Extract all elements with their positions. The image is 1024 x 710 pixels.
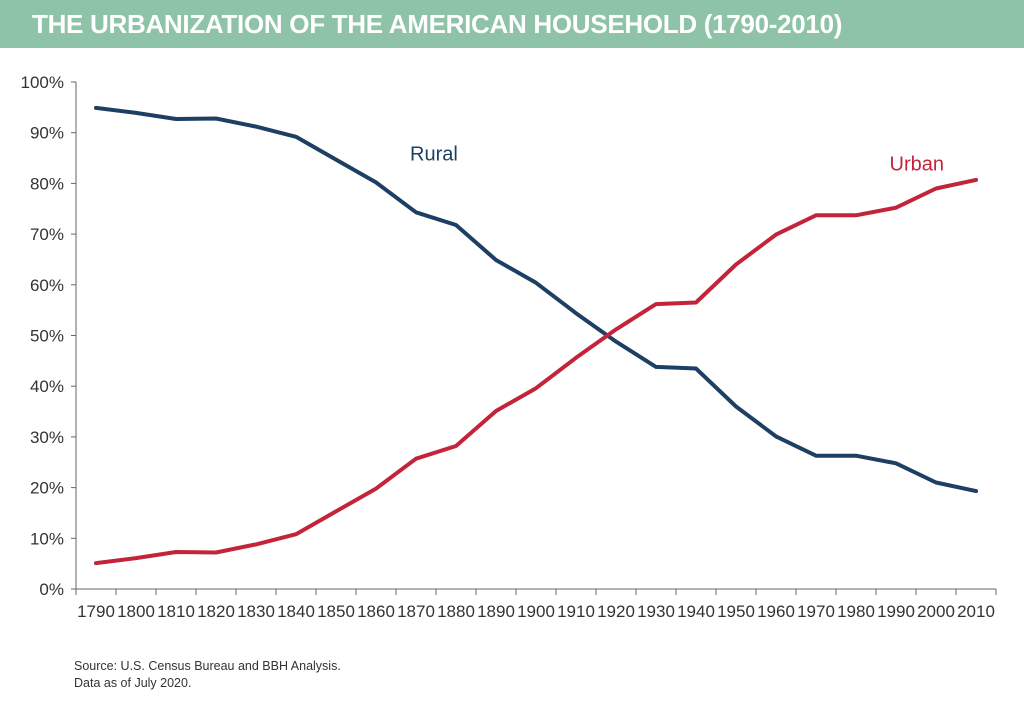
y-tick-label: 60% [30, 276, 64, 295]
series-line-urban [94, 177, 978, 566]
x-tick-label: 1820 [197, 602, 235, 621]
x-tick-label: 1830 [237, 602, 275, 621]
x-tick-label: 1860 [357, 602, 395, 621]
chart-title: THE URBANIZATION OF THE AMERICAN HOUSEHO… [32, 8, 843, 39]
series-lines: Rural Urban [94, 105, 978, 566]
x-tick-label: 1900 [517, 602, 555, 621]
y-tick-label: 20% [30, 479, 64, 498]
x-tick-label: 1880 [437, 602, 475, 621]
x-tick-label: 1870 [397, 602, 435, 621]
series-label-rural: Rural [410, 144, 458, 166]
x-axis: 1790 1800 1810 1820 1830 1840 1850 1860 1870 1880… [75, 588, 997, 621]
x-tick-label: 1950 [717, 602, 755, 621]
x-tick-label: 1970 [797, 602, 835, 621]
source-note: Source: U.S. Census Bureau and BBH Analy… [74, 658, 341, 692]
source-text: Source: U.S. Census Bureau and BBH Analy… [74, 659, 341, 673]
data-date-text: Data as of July 2020. [74, 676, 192, 690]
y-axis: 0% 10% 20% 30% 40% 50% 60% 70% 80% 90% 100% [21, 73, 77, 599]
y-tick-label: 0% [39, 580, 64, 599]
x-tick-label: 1790 [77, 602, 115, 621]
y-tick-label: 90% [30, 124, 64, 143]
y-tick-label: 10% [30, 529, 64, 548]
title-bar: THE URBANIZATION OF THE AMERICAN HOUSEHO… [0, 0, 1024, 48]
y-tick-label: 50% [30, 327, 64, 346]
x-tick-label: 2000 [917, 602, 955, 621]
y-tick-label: 40% [30, 377, 64, 396]
x-tick-label: 1960 [757, 602, 795, 621]
x-tick-label: 1850 [317, 602, 355, 621]
x-tick-label: 1840 [277, 602, 315, 621]
x-tick-label: 1910 [557, 602, 595, 621]
y-tick-label: 100% [21, 73, 64, 92]
x-tick-label: 1920 [597, 602, 635, 621]
y-tick-label: 30% [30, 428, 64, 447]
series-label-urban: Urban [890, 154, 944, 176]
y-tick-label: 70% [30, 225, 64, 244]
x-tick-label: 1890 [477, 602, 515, 621]
x-tick-label: 1940 [677, 602, 715, 621]
y-tick-label: 80% [30, 174, 64, 193]
series-line-rural [94, 105, 978, 494]
x-tick-label: 1930 [637, 602, 675, 621]
x-tick-label: 1980 [837, 602, 875, 621]
x-tick-label: 1800 [117, 602, 155, 621]
x-tick-label: 1990 [877, 602, 915, 621]
x-tick-label: 2010 [957, 602, 995, 621]
x-tick-label: 1810 [157, 602, 195, 621]
